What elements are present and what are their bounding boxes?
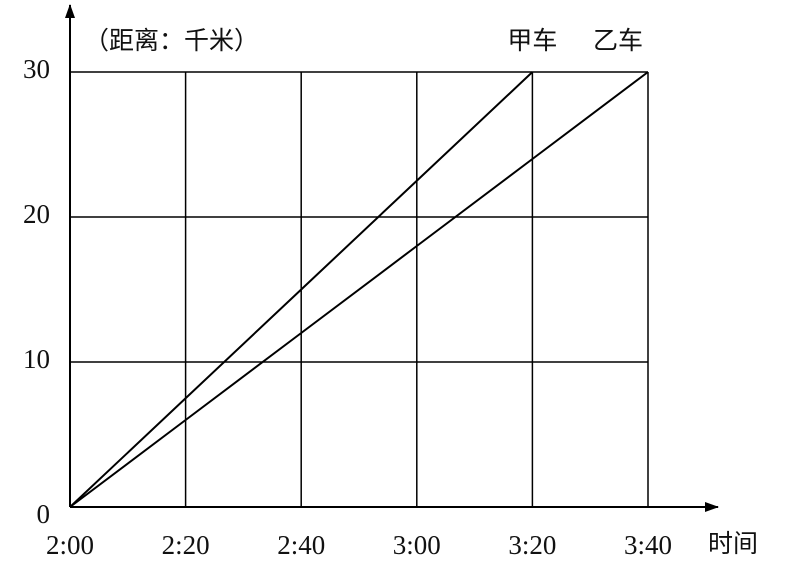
y-tick-label: 30 [23,54,50,84]
series-label: 甲车 [507,26,557,55]
y-axis-label: （距离：千米） [84,26,259,55]
line [69,71,534,508]
x-tick-label: 2:40 [277,530,325,560]
x-tick-label: 3:40 [624,530,672,560]
x-axis-label: 时间 [708,529,758,558]
line [69,71,649,508]
y-tick-label: 0 [37,499,51,529]
y-tick-label: 10 [23,344,50,374]
y-tick-label: 20 [23,199,50,229]
x-tick-label: 2:00 [46,530,94,560]
x-tick-label: 3:00 [393,530,441,560]
x-tick-label: 3:20 [508,530,556,560]
series-label: 乙车 [593,26,643,55]
x-tick-label: 2:20 [162,530,210,560]
